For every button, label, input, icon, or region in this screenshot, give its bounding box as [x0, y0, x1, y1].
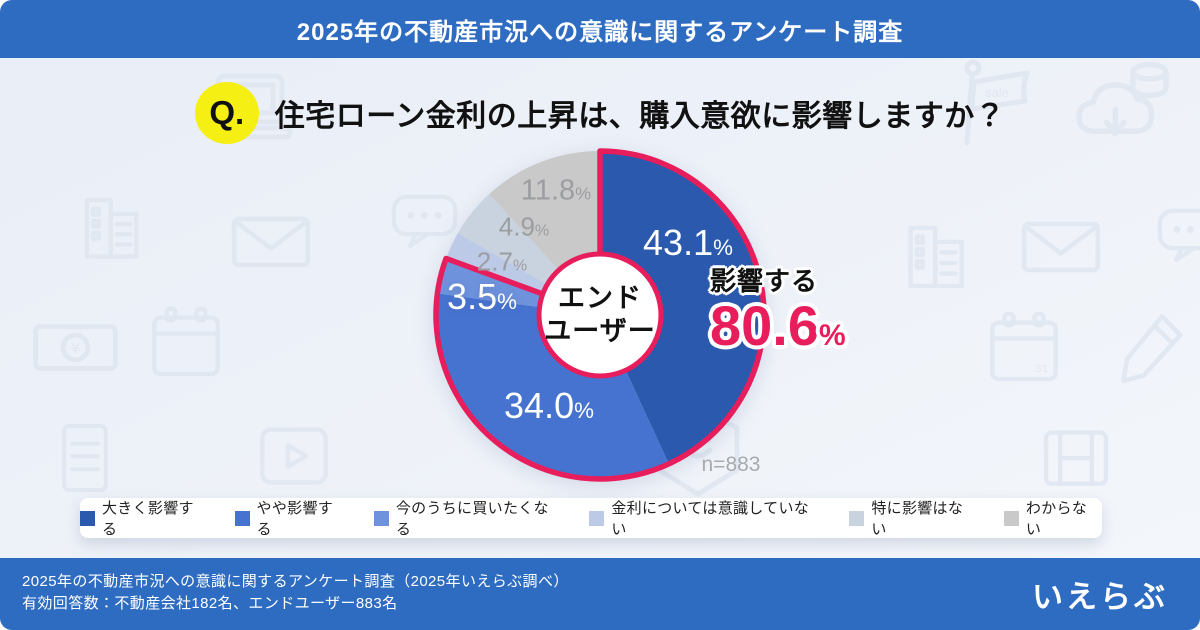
svg-text:31: 31	[1035, 363, 1048, 375]
legend-swatch	[80, 510, 95, 526]
footer-line-1: 2025年の不動産市況への意識に関するアンケート調査（2025年いえらぶ調べ）	[22, 573, 569, 590]
watermark-building-icon	[84, 198, 139, 259]
legend-swatch	[589, 510, 605, 526]
footer-source: 2025年の不動産市況への意識に関するアンケート調査（2025年いえらぶ調べ） …	[22, 571, 569, 615]
footer-bar: 2025年の不動産市況への意識に関するアンケート調査（2025年いえらぶ調べ） …	[0, 558, 1200, 630]
legend-item-2: やや影響する	[234, 497, 348, 539]
legend-swatch	[849, 510, 865, 526]
watermark-calendar-icon	[152, 306, 220, 377]
pie-segment	[600, 151, 764, 464]
watermark-envelope-icon	[1021, 221, 1101, 273]
segment-label-4: 2.7%	[476, 246, 528, 277]
watermark-film-icon	[1043, 430, 1109, 486]
question-badge: Q.	[194, 82, 259, 144]
legend-swatch	[1003, 510, 1019, 526]
segment-label-5: 4.9%	[498, 211, 550, 242]
segment-label-2: 34.0%	[504, 385, 594, 426]
pie-center-label: エンド ユーザー	[544, 283, 656, 346]
legend-item-3: 今のうちに買いたくなる	[373, 497, 563, 539]
legend-swatch	[373, 510, 389, 526]
sample-size-label: n=883	[701, 453, 761, 476]
chart-legend: 大きく影響する やや影響する 今のうちに買いたくなる 金利については意識していな…	[80, 498, 1102, 538]
segment-label-1: 43.1%	[643, 222, 733, 263]
legend-item-1: 大きく影響する	[80, 497, 209, 539]
survey-title: 2025年の不動産市況への意識に関するアンケート調査	[296, 18, 904, 46]
watermark-envelope-icon	[231, 216, 311, 268]
pie-chart	[420, 135, 780, 495]
watermark-banknote-icon: ¥	[33, 324, 118, 371]
legend-item-4: 金利については意識していない	[589, 497, 823, 539]
legend-item-5: 特に影響はない	[849, 497, 978, 539]
question-badge-label: Q.	[209, 94, 245, 131]
highlight-callout: 影響する 80.6%	[710, 268, 846, 354]
svg-text:¥: ¥	[70, 340, 80, 357]
watermark-document-icon	[62, 424, 108, 492]
segment-label-3: 3.5%	[447, 276, 517, 317]
question-row: Q. 住宅ローン金利の上昇は、購入意欲に影響しますか？	[0, 80, 1200, 146]
highlight-value: 80.6%	[710, 293, 846, 357]
top-banner: 2025年の不動産市況への意識に関するアンケート調査	[0, 0, 1200, 58]
watermark-calendar-icon: 31	[990, 311, 1058, 382]
watermark-play-video-icon	[260, 427, 328, 485]
watermark-pencil-icon	[1121, 314, 1183, 384]
legend-swatch	[234, 510, 250, 526]
segment-label-6: 11.8%	[520, 174, 592, 207]
question-text: 住宅ローン金利の上昇は、購入意欲に影響しますか？	[274, 100, 1006, 133]
pie-center-hole	[536, 251, 664, 379]
watermark-speech-bubble-icon	[1157, 208, 1200, 263]
highlight-label: 影響する	[710, 266, 819, 296]
watermark-building-icon	[908, 225, 964, 289]
highlight-outline	[433, 148, 767, 482]
pie-svg	[433, 148, 767, 482]
ielove-logo: いえらぶ	[1032, 579, 1168, 615]
legend-item-6: わからない	[1003, 497, 1102, 539]
footer-line-2: 有効回答数：不動産会社182名、エンドユーザー883名	[22, 595, 398, 612]
